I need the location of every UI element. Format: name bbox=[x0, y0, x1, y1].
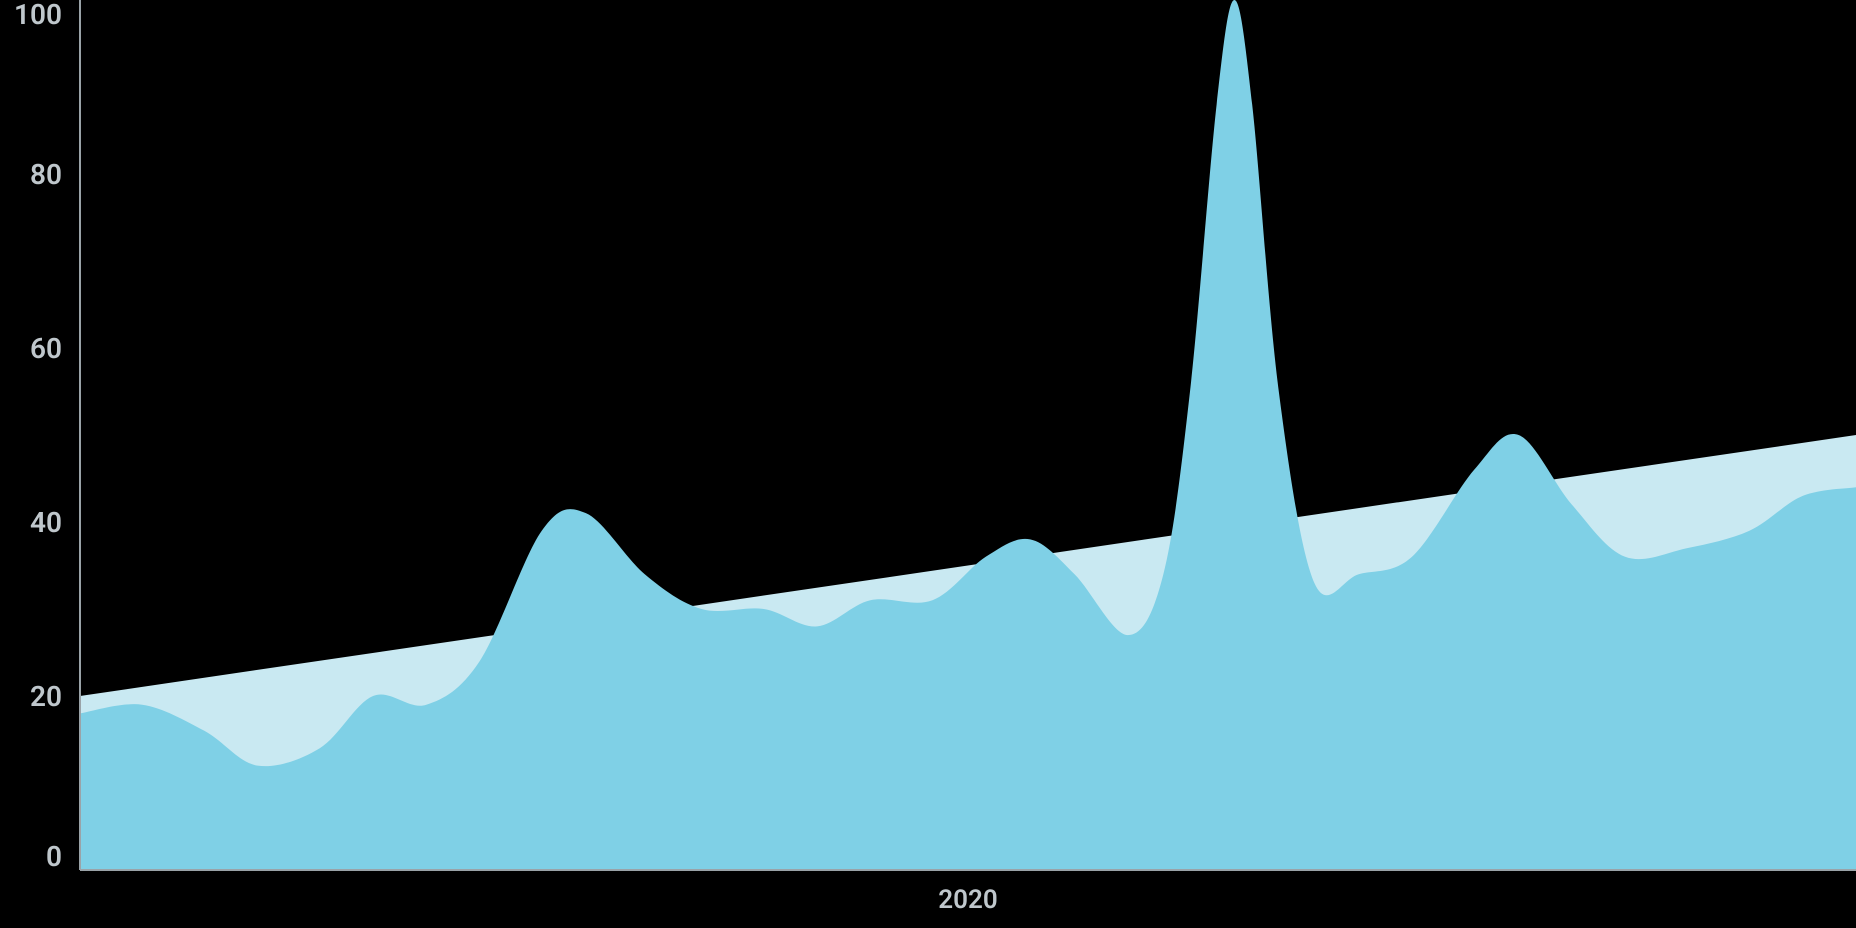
y-tick-label: 20 bbox=[30, 680, 62, 713]
x-tick-label: 2020 bbox=[938, 885, 997, 915]
y-tick-label: 0 bbox=[46, 840, 62, 873]
area-series-main bbox=[80, 0, 1856, 870]
y-tick-label: 80 bbox=[30, 158, 62, 191]
chart-svg: 0 20 40 60 80 100 2020 bbox=[0, 0, 1856, 928]
y-tick-label: 100 bbox=[14, 0, 62, 31]
area-chart: 0 20 40 60 80 100 2020 bbox=[0, 0, 1856, 928]
y-tick-label: 60 bbox=[30, 332, 62, 365]
y-tick-label: 40 bbox=[30, 506, 62, 539]
